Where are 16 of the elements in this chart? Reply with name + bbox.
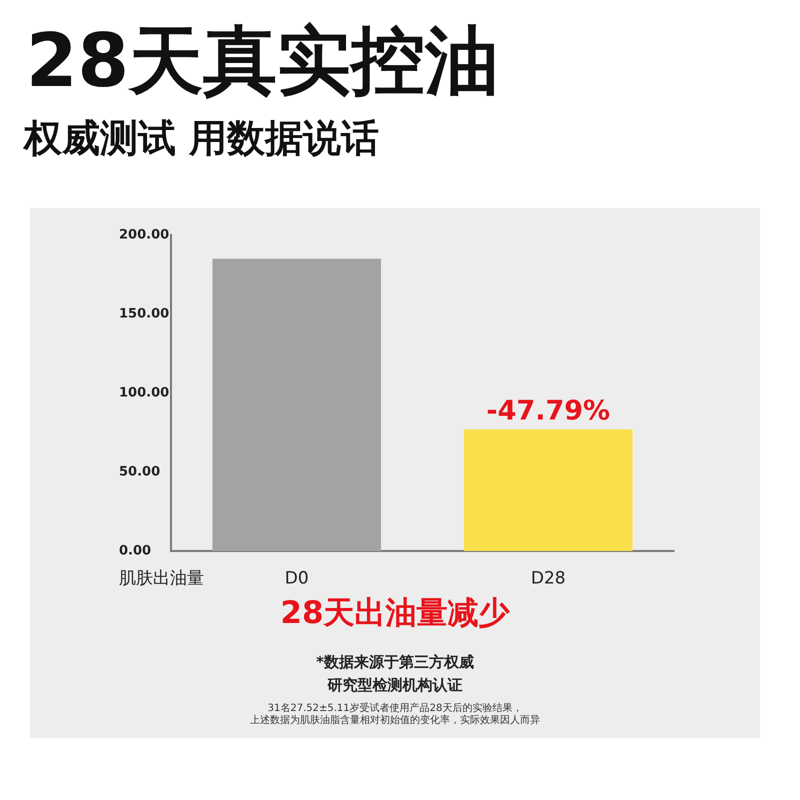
- y-tick-label: 0.00: [119, 543, 152, 558]
- annotation: -47.79%: [486, 395, 610, 426]
- x-tick-label: D28: [530, 568, 566, 589]
- x-tick-label: D0: [284, 568, 309, 589]
- y-tick-label: 100.00: [119, 385, 170, 400]
- y-tick-label: 150.00: [119, 306, 170, 322]
- text: 28天出油量减少: [279, 594, 511, 632]
- chart-subtitle: 权威测试 用数据说话: [24, 116, 380, 160]
- chart-title: 28天真实控油: [26, 18, 499, 104]
- y-tick-label: 50.00: [119, 464, 160, 480]
- y-tick-label: 200.00: [119, 227, 170, 242]
- x-axis-title: 肌肤出油量: [119, 568, 204, 589]
- text: 研究型检测机构认证: [326, 675, 464, 696]
- text: *数据来源于第三方权威: [315, 652, 475, 673]
- text: 上述数据为肌肤油脂含量相对初始值的变化率，实际效果因人而异: [249, 715, 541, 727]
- text: 31名27.52±5.11岁受试者使用产品28天后的实验结果，: [266, 703, 524, 714]
